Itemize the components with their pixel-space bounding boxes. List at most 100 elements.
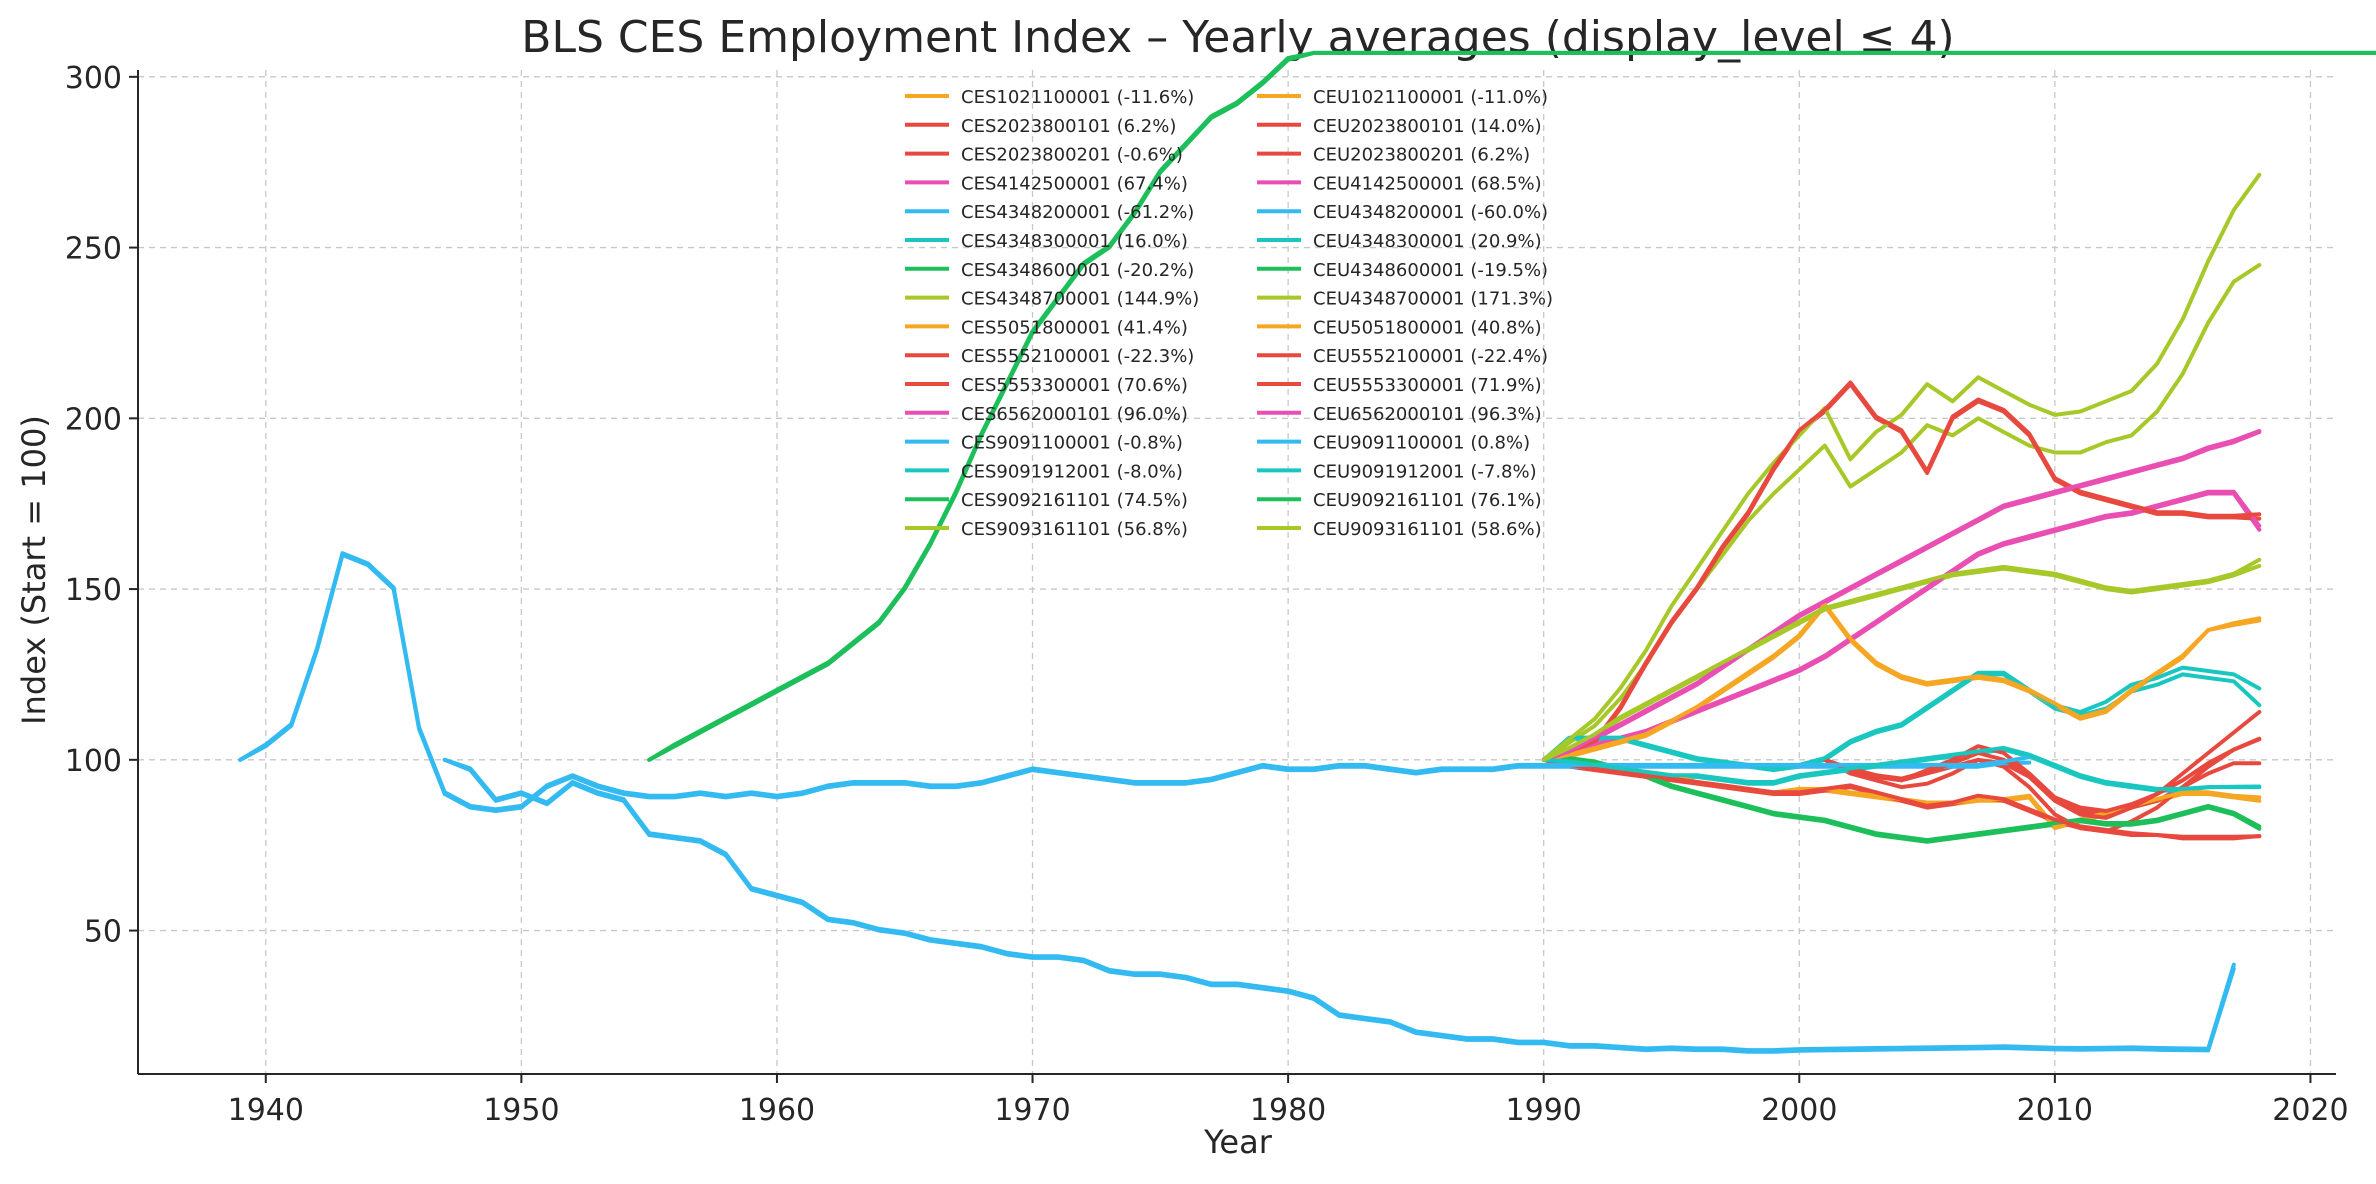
legend-label: CES2023800101 (6.2%) — [961, 116, 1176, 137]
series-line — [1541, 756, 2262, 843]
legend-label: CEU2023800201 (6.2%) — [1313, 145, 1530, 166]
legend-label: CEU4348300001 (20.9%) — [1313, 231, 1542, 252]
legend-label: CES1021100001 (-11.6%) — [961, 87, 1194, 108]
legend-label: CEU5051800001 (40.8%) — [1313, 317, 1542, 338]
legend-entry: CES5552100001 (-22.3%) — [905, 346, 1194, 367]
legend-entry: CES2023800101 (6.2%) — [905, 116, 1176, 137]
legend-entry: CEU4348200001 (-60.0%) — [1257, 202, 1548, 223]
legend-label: CEU4348600001 (-19.5%) — [1313, 260, 1548, 281]
legend-label: CES4348300001 (16.0%) — [961, 231, 1188, 252]
legend-label: CEU2023800101 (14.0%) — [1313, 116, 1542, 137]
legend-label: CEU9091100001 (0.8%) — [1313, 433, 1530, 454]
x-tick-label: 1960 — [739, 1093, 815, 1128]
series-line — [1541, 602, 2262, 762]
series-line — [1541, 757, 2262, 829]
legend-label: CEU4348200001 (-60.0%) — [1313, 202, 1548, 223]
legend-entry: CEU5552100001 (-22.4%) — [1257, 346, 1548, 367]
series-line — [238, 551, 2032, 812]
legend-entry: CES9092161101 (74.5%) — [905, 490, 1188, 511]
y-tick-label: 300 — [65, 61, 122, 96]
legend: CES1021100001 (-11.6%) CES2023800101 (6.2… — [905, 87, 1553, 540]
series-lines — [238, 50, 2376, 1054]
legend-label: CES4348600001 (-20.2%) — [961, 260, 1194, 281]
legend-entry: CEU5553300001 (71.9%) — [1257, 375, 1542, 396]
legend-entry: CEU2023800201 (6.2%) — [1257, 145, 1530, 166]
x-tick-label: 1990 — [1506, 1093, 1582, 1128]
legend-entry: CEU4348600001 (-19.5%) — [1257, 260, 1548, 281]
series-line — [1541, 757, 2262, 839]
series-line — [1541, 604, 2262, 762]
series-line — [1541, 491, 2262, 762]
legend-entry: CEU4348700001 (171.3%) — [1257, 289, 1553, 310]
legend-label: CEU1021100001 (-11.0%) — [1313, 87, 1548, 108]
legend-label: CES5552100001 (-22.3%) — [961, 346, 1194, 367]
y-tick-label: 250 — [65, 232, 122, 267]
tick-labels: 1940 1950 1960 1970 1980 1990 2000 2010 2020 50 10… — [65, 61, 2349, 1128]
legend-entry: CES4142500001 (67.4%) — [905, 173, 1188, 194]
legend-label: CES4348200001 (-61.2%) — [961, 202, 1194, 223]
series-line — [1541, 380, 2262, 762]
legend-entry: CES4348200001 (-61.2%) — [905, 202, 1194, 223]
series-line — [1541, 665, 2262, 771]
series-line — [1541, 430, 2262, 762]
series-line — [1541, 747, 2262, 793]
legend-entry: CES5051800001 (41.4%) — [905, 317, 1188, 338]
legend-label: CES9091100001 (-0.8%) — [961, 433, 1183, 454]
x-tick-label: 1970 — [994, 1093, 1070, 1128]
x-axis-label: Year — [1203, 1123, 1273, 1161]
legend-entry: CEU9091100001 (0.8%) — [1257, 433, 1530, 454]
series-line — [1541, 557, 2262, 762]
legend-entry: CES2023800201 (-0.6%) — [905, 145, 1183, 166]
legend-entry: CEU5051800001 (40.8%) — [1257, 317, 1542, 338]
y-axis-label: Index (Start = 100) — [15, 415, 53, 725]
legend-label: CEU4348700001 (171.3%) — [1313, 289, 1553, 310]
legend-entry: CEU6562000101 (96.3%) — [1257, 404, 1542, 425]
legend-label: CES9092161101 (74.5%) — [961, 490, 1188, 511]
legend-label: CES5051800001 (41.4%) — [961, 317, 1188, 338]
x-tick-label: 1980 — [1250, 1093, 1326, 1128]
y-tick-label: 200 — [65, 402, 122, 437]
x-tick-label: 2010 — [2017, 1093, 2093, 1128]
series-line — [1822, 736, 2262, 813]
legend-label: CES9091912001 (-8.0%) — [961, 461, 1183, 482]
legend-label: CES2023800201 (-0.6%) — [961, 145, 1183, 166]
legend-label: CES4348700001 (144.9%) — [961, 289, 1199, 310]
legend-label: CEU5552100001 (-22.4%) — [1313, 346, 1548, 367]
x-tick-label: 2000 — [1761, 1093, 1837, 1128]
y-tick-label: 50 — [84, 915, 122, 950]
series-line — [1541, 745, 2262, 791]
axes — [129, 70, 2336, 1083]
legend-entry: CEU9091912001 (-7.8%) — [1257, 461, 1537, 482]
chart-title: BLS CES Employment Index – Yearly averag… — [521, 12, 1954, 63]
legend-label: CEU9091912001 (-7.8%) — [1313, 461, 1537, 482]
legend-entry: CEU2023800101 (14.0%) — [1257, 116, 1542, 137]
y-tick-label: 150 — [65, 573, 122, 608]
legend-entry: CEU1021100001 (-11.0%) — [1257, 87, 1548, 108]
series-line — [1541, 429, 2262, 762]
legend-entry: CEU4142500001 (68.5%) — [1257, 173, 1542, 194]
legend-label: CEU5553300001 (71.9%) — [1313, 375, 1542, 396]
legend-label: CES6562000101 (96.0%) — [961, 404, 1188, 425]
x-tick-label: 1940 — [228, 1093, 304, 1128]
legend-entry: CES5553300001 (70.6%) — [905, 375, 1188, 396]
series-line — [647, 50, 2376, 762]
legend-entry: CES9091100001 (-0.8%) — [905, 433, 1183, 454]
series-line — [1541, 489, 2262, 762]
legend-entry: CES1021100001 (-11.6%) — [905, 87, 1194, 108]
legend-entry: CES9093161101 (56.8%) — [905, 519, 1188, 540]
legend-entry: CEU9093161101 (58.6%) — [1257, 519, 1542, 540]
legend-entry: CES9091912001 (-8.0%) — [905, 461, 1183, 482]
legend-entry: CES4348600001 (-20.2%) — [905, 260, 1194, 281]
legend-label: CES4142500001 (67.4%) — [961, 173, 1188, 194]
legend-entry: CEU4348300001 (20.9%) — [1257, 231, 1542, 252]
legend-entry: CES6562000101 (96.0%) — [905, 404, 1188, 425]
legend-entry: CES4348300001 (16.0%) — [905, 231, 1188, 252]
legend-label: CES5553300001 (70.6%) — [961, 375, 1188, 396]
legend-label: CEU9093161101 (58.6%) — [1313, 519, 1542, 540]
legend-label: CEU4142500001 (68.5%) — [1313, 173, 1542, 194]
y-tick-label: 100 — [65, 744, 122, 779]
x-tick-label: 2020 — [2272, 1093, 2348, 1128]
series-line — [1541, 172, 2262, 762]
